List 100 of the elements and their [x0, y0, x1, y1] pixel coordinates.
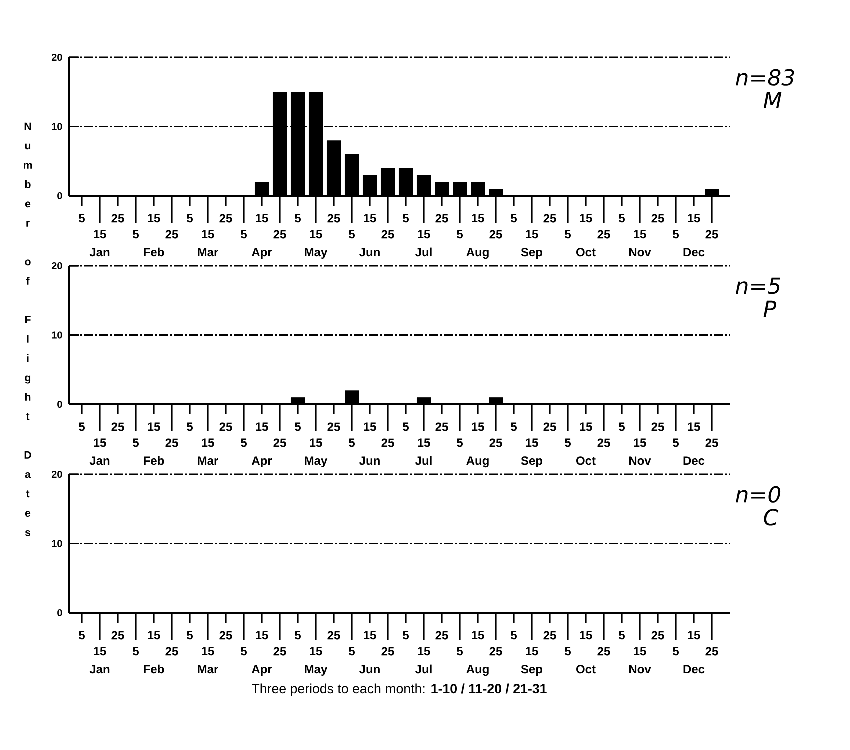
- text: C: [764, 509, 779, 526]
- x-tick-label: 15 Sep: [521, 230, 543, 260]
- x-tick-label: 5: [619, 631, 626, 640]
- x-tick-label: 25: [598, 438, 610, 448]
- x-tick-label: 25: [490, 230, 502, 239]
- x-tick-label: 25: [544, 631, 556, 640]
- x-tick-label: 25: [436, 214, 448, 223]
- x-tick-label: 25: [220, 422, 232, 432]
- y-tick-label: 10: [52, 540, 62, 548]
- x-tick-label: 5: [403, 214, 410, 223]
- x-tick-label: 5: [619, 422, 626, 432]
- x-tick-label: 5: [241, 438, 247, 448]
- x-axis-title: Three periods to each month: 1-10 / 11-20 / 21-31: [252, 684, 547, 696]
- category-label: 15 Feb: [144, 214, 164, 257]
- x-tick-label: 5: [565, 438, 572, 448]
- x-tick-label: 5: [187, 422, 193, 432]
- category-label: 15 Dec: [684, 214, 705, 257]
- x-tick-label: 25: [706, 647, 718, 656]
- x-tick-label: 25: [166, 230, 178, 239]
- x-tick-label: 5: [133, 438, 139, 448]
- x-tick-label: 25: [112, 422, 124, 432]
- x-tick-label: 15 Nov: [629, 438, 652, 466]
- x-tick-label: 5: [349, 647, 356, 656]
- x-tick-label: 25: [328, 631, 340, 640]
- x-tick-label: 25: [220, 214, 232, 223]
- category-label: 15 Dec: [684, 422, 705, 466]
- x-tick-label: 15 Mar: [198, 230, 218, 257]
- x-tick-label: 25: [382, 438, 394, 448]
- category-label: 15 Oct: [576, 214, 596, 257]
- x-tick-label: 15 May: [305, 647, 328, 676]
- category-label: 15 Aug: [466, 422, 489, 468]
- y-tick-label: 20: [52, 470, 62, 478]
- x-tick-label: 5: [187, 214, 193, 223]
- text: n=5: [736, 278, 780, 294]
- x-tick-label: 5: [241, 647, 248, 656]
- y-tick-label: 0: [58, 609, 62, 617]
- category-label: 15 Jun: [360, 631, 380, 674]
- x-tick-label: 5: [673, 230, 680, 239]
- text: Number of Flight Dates: [24, 122, 32, 536]
- category-label: 15 Oct: [576, 422, 596, 466]
- category-label: 15 Aug: [466, 631, 489, 676]
- x-tick-label: 15 Jul: [416, 647, 432, 674]
- x-tick-label: 5: [457, 438, 464, 448]
- category-label: 15 Apr: [252, 631, 272, 676]
- x-tick-label: 15 Sep: [521, 647, 543, 676]
- y-tick-label: 20: [52, 54, 62, 62]
- x-tick-label: 15 May: [305, 230, 328, 260]
- text: n=0: [736, 486, 781, 503]
- x-tick-label: 5: [133, 230, 139, 239]
- x-tick-label: 25: [112, 214, 124, 223]
- x-tick-label: 25: [382, 230, 394, 239]
- category-label: 15 Jun: [360, 422, 380, 466]
- x-tick-label: 25: [544, 422, 556, 432]
- x-tick-label: 25: [166, 647, 178, 656]
- x-tick-label: 25: [274, 438, 286, 448]
- y-tick-label: 20: [52, 262, 62, 270]
- x-tick-label: 15 Mar: [198, 438, 218, 466]
- x-tick-label: 15 Nov: [629, 647, 652, 674]
- x-tick-label: 25: [328, 422, 340, 432]
- x-tick-label: 25: [544, 214, 556, 223]
- category-label: 15 Feb: [144, 631, 164, 674]
- x-tick-label: 25: [328, 214, 340, 223]
- x-tick-label: 25: [220, 631, 232, 640]
- category-label: 15 Dec: [684, 631, 705, 674]
- x-tick-label: 5: [565, 647, 572, 656]
- x-tick-label: 5: [187, 631, 193, 640]
- x-tick-label: 25: [274, 230, 286, 239]
- x-tick-label: 15 Jan: [90, 438, 110, 466]
- x-tick-label: 25: [652, 214, 664, 223]
- x-tick-label: 5: [511, 214, 518, 223]
- x-tick-label: 5: [457, 230, 464, 239]
- x-tick-label: 5: [349, 230, 356, 239]
- y-tick-label: 0: [58, 400, 62, 408]
- category-label: 15 Feb: [144, 422, 164, 466]
- x-tick-label: 25: [598, 230, 610, 239]
- text: M: [764, 92, 782, 108]
- x-tick-label: 5: [565, 230, 572, 239]
- x-tick-label: 15 Jan: [90, 230, 110, 257]
- text: P: [764, 300, 776, 317]
- x-tick-label: 5: [295, 214, 302, 223]
- x-tick-label: 15 Jul: [416, 230, 432, 257]
- x-tick-label: 15 Mar: [198, 647, 218, 674]
- x-tick-label: 5: [673, 438, 680, 448]
- category-label: 15 Aug: [466, 214, 489, 260]
- x-tick-label: 15 May: [305, 438, 328, 468]
- x-tick-label: 5: [295, 422, 301, 432]
- category-label: 15 Apr: [252, 214, 272, 260]
- x-tick-label: 15 Jan: [90, 647, 110, 674]
- x-tick-label: 5: [403, 631, 410, 640]
- x-tick-label: 25: [112, 631, 124, 640]
- x-tick-label: 5: [457, 647, 464, 656]
- x-tick-label: 5: [349, 438, 356, 448]
- x-tick-label: 25: [706, 230, 718, 239]
- x-tick-label: 25: [490, 438, 502, 448]
- category-label: 15 Jun: [360, 214, 380, 257]
- x-tick-label: 5: [241, 230, 248, 239]
- x-tick-label: 15 Sep: [521, 438, 543, 468]
- x-tick-label: 15 Jul: [416, 438, 432, 466]
- x-tick-label: 5: [295, 631, 302, 640]
- y-tick-label: 0: [58, 192, 62, 200]
